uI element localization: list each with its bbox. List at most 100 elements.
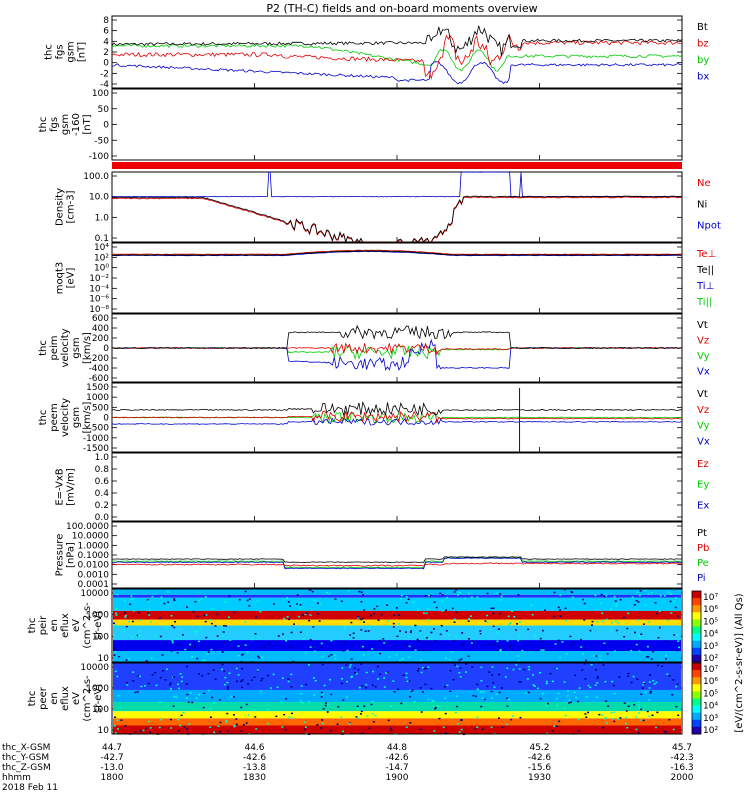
spectrogram-speckle xyxy=(158,616,161,619)
spectrogram-speckle xyxy=(395,654,398,656)
spectrogram-speckle xyxy=(519,716,522,719)
spectrogram-speckle xyxy=(518,681,521,683)
spectrogram-speckle xyxy=(320,691,323,694)
spectrogram-speckle xyxy=(182,634,185,636)
spectrogram-speckle xyxy=(605,722,608,724)
spectrogram-speckle xyxy=(341,730,344,733)
series-line-vt xyxy=(111,324,683,349)
colorbar-tick-label: 10⁶ xyxy=(703,677,718,687)
x-axis-value: -13.0 xyxy=(100,763,124,773)
spectrogram-speckle xyxy=(386,604,389,606)
y-tick-label: 0 xyxy=(103,121,109,131)
spectrogram-speckle xyxy=(305,630,308,633)
spectrogram-speckle xyxy=(376,605,379,608)
series-line-npot xyxy=(111,171,683,198)
x-axis-value: 1830 xyxy=(243,773,266,783)
spectrogram-speckle xyxy=(149,727,152,729)
spectrogram-speckle xyxy=(598,713,601,716)
spectrogram-speckle xyxy=(637,732,640,734)
spectrogram-speckle xyxy=(532,684,535,686)
spectrogram-speckle xyxy=(202,706,205,709)
y-axis-label: -160 xyxy=(71,113,82,136)
spectrogram-speckle xyxy=(289,645,292,648)
spectrogram-speckle xyxy=(374,685,377,688)
spectrogram-speckle xyxy=(569,635,572,638)
legend-entry: Ez xyxy=(697,459,709,470)
spectrogram-speckle xyxy=(554,643,557,645)
spectrogram-speckle xyxy=(563,589,566,591)
y-tick-label: 10⁻⁶ xyxy=(89,295,109,305)
spectrogram-speckle xyxy=(187,701,190,704)
spectrogram-speckle xyxy=(523,668,526,671)
spectrogram-speckle xyxy=(169,687,172,690)
series-line-ne xyxy=(111,196,683,244)
spectrogram-speckle xyxy=(400,702,403,705)
spectrogram-speckle xyxy=(553,725,556,728)
spectrogram-speckle xyxy=(471,666,474,668)
y-axis-label: gsm xyxy=(71,337,82,358)
y-tick-label: 0.0 xyxy=(95,513,110,523)
y-tick-label: 100.0 xyxy=(83,172,109,182)
spectrogram-speckle xyxy=(530,604,533,607)
legend-entry: bz xyxy=(697,39,709,50)
spectrogram-speckle xyxy=(450,651,453,653)
spectrogram-speckle xyxy=(217,725,220,728)
panel-peir: 10000 1000 100 10 thc peir en eflux eV (cm^2-s-sr… xyxy=(27,588,683,664)
spectrogram-speckle xyxy=(131,636,134,638)
spectrogram-speckle xyxy=(642,623,645,625)
series-group xyxy=(113,589,681,664)
spectrogram-speckle xyxy=(409,695,412,698)
spectrogram-speckle xyxy=(553,591,556,594)
spectrogram-speckle xyxy=(627,612,630,615)
spectrogram-speckle xyxy=(470,596,473,598)
spectrogram-speckle xyxy=(255,728,258,730)
spectrogram-speckle xyxy=(527,628,530,631)
spectrogram-speckle xyxy=(176,652,179,654)
spectrogram-speckle xyxy=(241,679,244,681)
y-axis-label: thc xyxy=(38,340,49,356)
spectrogram-speckle xyxy=(169,682,172,685)
spectrogram-speckle xyxy=(125,625,128,628)
series-line-pt xyxy=(112,556,682,563)
spectrogram-speckle xyxy=(232,696,235,698)
y-axis-label: thc xyxy=(27,618,38,634)
y-axis-label: E=-VxB xyxy=(55,468,66,505)
spectrogram-speckle xyxy=(161,654,164,656)
spectrogram-speckle xyxy=(371,684,374,686)
spectrogram-speckle xyxy=(143,685,146,687)
spectrogram-speckle xyxy=(541,629,544,632)
spectrogram-speckle xyxy=(341,667,344,669)
spectrogram-speckle xyxy=(319,602,322,605)
spectrogram-speckle xyxy=(424,595,427,597)
spectrogram-speckle xyxy=(137,611,140,614)
spectrogram-speckle xyxy=(476,726,479,728)
spectrogram-speckle xyxy=(399,597,402,600)
spectrogram-speckle xyxy=(321,722,324,725)
spectrogram-speckle xyxy=(626,627,629,630)
spectrogram-speckle xyxy=(269,687,272,689)
spectrogram-band xyxy=(113,619,681,626)
spectrogram-speckle xyxy=(635,643,638,646)
spectrogram-speckle xyxy=(440,625,443,627)
legend-entry: Ne xyxy=(697,178,711,189)
spectrogram-speckle xyxy=(185,683,188,685)
spectrogram-speckle xyxy=(194,632,197,635)
spectrogram-speckle xyxy=(180,714,183,717)
spectrogram-speckle xyxy=(392,622,395,625)
y-tick-label: 100 xyxy=(92,632,109,642)
spectrogram-speckle xyxy=(634,631,637,634)
spectrogram-band xyxy=(113,711,681,719)
y-tick-label: 8 xyxy=(103,16,109,26)
spectrogram-speckle xyxy=(661,665,664,667)
spectrogram-speckle xyxy=(186,648,189,651)
spectrogram-speckle xyxy=(113,654,116,656)
spectrogram-speckle xyxy=(358,590,361,593)
spectrogram-speckle xyxy=(490,697,493,699)
legend-entry: Vy xyxy=(697,351,710,362)
spectrogram-speckle xyxy=(396,635,399,638)
legend-entry: by xyxy=(697,55,709,66)
colorbar-frame xyxy=(691,590,702,663)
spectrogram-speckle xyxy=(425,641,428,644)
y-tick-label: 1000 xyxy=(86,611,109,621)
y-axis-label: en xyxy=(49,619,60,632)
